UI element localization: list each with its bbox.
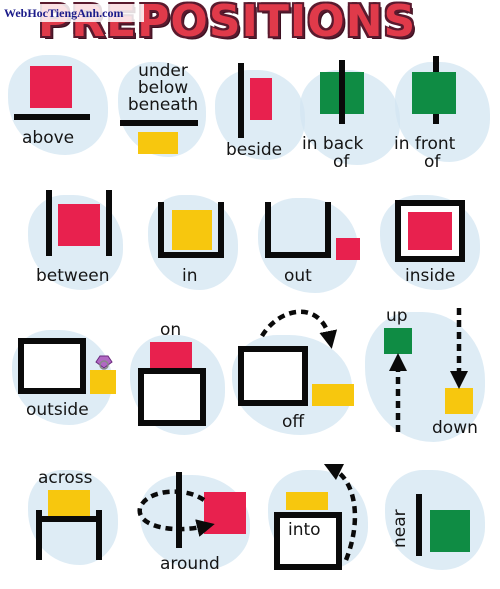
label-outside: outside (26, 400, 89, 420)
yellow-square (90, 370, 116, 394)
dashed-arrow (137, 489, 215, 537)
label-around: around (160, 554, 220, 574)
square-box (18, 338, 86, 394)
line (36, 510, 42, 560)
label-in-back-of-line2: of (333, 152, 350, 172)
square-box (138, 368, 206, 426)
label-across: across (38, 468, 93, 488)
square-box (238, 346, 308, 406)
ring-icon (95, 355, 113, 370)
label-into: into (288, 520, 321, 540)
line (96, 510, 102, 560)
label-below: below (137, 78, 189, 98)
label-down: down (432, 418, 478, 438)
yellow-rectangle (138, 132, 178, 154)
label-in-front-of-line2: of (424, 152, 441, 172)
label-beneath: beneath (127, 95, 199, 115)
label-between: between (36, 266, 110, 286)
line (46, 190, 52, 256)
label-beside: beside (226, 140, 283, 160)
red-square (336, 238, 360, 260)
red-square (408, 212, 452, 250)
yellow-rectangle (312, 384, 354, 406)
dashed-arrow (260, 309, 338, 349)
line (238, 63, 244, 138)
open-container (265, 202, 331, 258)
label-in: in (182, 266, 198, 286)
yellow-rectangle (48, 490, 90, 516)
yellow-rectangle (286, 492, 328, 510)
label-up: up (386, 306, 408, 326)
label-in-back-of-line1: in back (302, 134, 364, 154)
line (36, 516, 102, 522)
line (176, 472, 182, 548)
open-container (158, 202, 224, 258)
label-above: above (22, 128, 75, 148)
watermark: WebHocTiengAnh.com (4, 4, 144, 22)
red-rectangle (250, 78, 272, 120)
line (416, 494, 422, 556)
label-under: under (138, 61, 188, 81)
line (14, 114, 90, 120)
red-square (58, 204, 100, 246)
label-off: off (282, 412, 305, 432)
green-square (412, 72, 456, 114)
green-square (430, 510, 470, 552)
label-out: out (284, 266, 312, 286)
red-square (30, 66, 72, 108)
line (106, 190, 112, 256)
red-rectangle (150, 342, 192, 368)
line (120, 120, 198, 126)
square-box (274, 512, 342, 570)
dashed-arrow (323, 463, 358, 561)
label-in-front-of-line1: in front (394, 134, 456, 154)
green-square (384, 328, 412, 354)
line (339, 60, 345, 124)
yellow-square (172, 210, 212, 250)
label-on: on (160, 320, 182, 340)
label-inside: inside (405, 266, 456, 286)
yellow-square (445, 388, 473, 414)
